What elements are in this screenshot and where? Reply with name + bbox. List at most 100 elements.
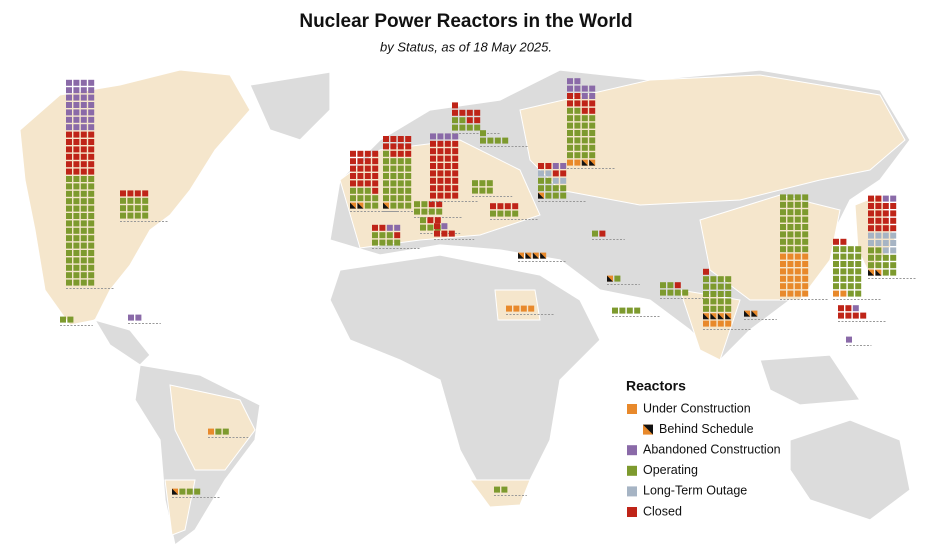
waffle-square bbox=[875, 254, 882, 261]
waffle-square bbox=[725, 298, 732, 305]
waffle-square bbox=[802, 261, 809, 267]
country-waffle bbox=[607, 275, 640, 285]
country-waffle bbox=[612, 307, 660, 317]
waffle-square bbox=[490, 210, 496, 217]
waffle-square bbox=[437, 148, 444, 155]
country-waffle bbox=[538, 163, 586, 202]
waffle-square bbox=[394, 239, 401, 246]
waffle-square bbox=[545, 177, 552, 184]
waffle-square bbox=[66, 79, 72, 86]
waffle-square bbox=[390, 173, 397, 179]
waffle-square bbox=[394, 232, 401, 239]
waffle-square bbox=[397, 173, 404, 179]
waffle-square bbox=[890, 210, 897, 217]
waffle-square bbox=[780, 216, 786, 223]
waffle-square bbox=[574, 122, 581, 129]
waffle-square bbox=[441, 230, 448, 237]
waffle-square bbox=[390, 143, 397, 150]
waffle-square bbox=[73, 227, 80, 234]
waffle-square bbox=[855, 246, 862, 253]
country-waffle bbox=[128, 314, 161, 324]
waffle-square bbox=[882, 210, 889, 217]
waffle-square bbox=[444, 163, 451, 169]
waffle-square bbox=[589, 144, 596, 151]
waffle-square bbox=[840, 290, 847, 297]
waffle-square bbox=[512, 210, 519, 217]
waffle-square bbox=[66, 220, 72, 227]
waffle-square bbox=[73, 168, 80, 175]
waffle-square bbox=[80, 161, 87, 168]
legend-label: Closed bbox=[643, 504, 682, 518]
waffle-square bbox=[73, 176, 80, 182]
waffle-square bbox=[875, 232, 882, 239]
legend-swatch bbox=[643, 424, 653, 435]
waffle-square bbox=[88, 116, 95, 123]
waffle-square bbox=[581, 152, 588, 159]
waffle-square bbox=[494, 486, 500, 493]
waffle-square bbox=[574, 115, 581, 122]
waffle-square bbox=[80, 79, 87, 86]
waffle-square bbox=[66, 183, 72, 190]
waffle-square bbox=[660, 282, 666, 289]
waffle-square bbox=[88, 109, 95, 116]
waffle-square bbox=[845, 312, 852, 319]
waffle-square bbox=[802, 253, 809, 260]
waffle-square bbox=[780, 261, 786, 267]
waffle-square bbox=[890, 225, 897, 232]
waffle-square bbox=[710, 283, 717, 290]
waffle-square bbox=[66, 250, 72, 256]
waffle-square bbox=[88, 272, 95, 279]
waffle-square bbox=[350, 173, 356, 179]
waffle-square bbox=[66, 279, 72, 286]
waffle-square bbox=[452, 117, 458, 124]
waffle-square bbox=[437, 170, 444, 177]
legend-label: Under Construction bbox=[643, 401, 751, 415]
waffle-square bbox=[847, 261, 854, 267]
waffle-square bbox=[437, 185, 444, 192]
country-waffle bbox=[592, 230, 625, 240]
waffle-square bbox=[840, 275, 847, 282]
waffle-square bbox=[405, 150, 412, 157]
waffle-square bbox=[787, 209, 794, 216]
waffle-square bbox=[120, 197, 126, 204]
waffle-square bbox=[802, 283, 809, 290]
waffle-square bbox=[802, 290, 809, 297]
waffle-square bbox=[619, 307, 626, 314]
waffle-square bbox=[372, 165, 379, 172]
waffle-square bbox=[794, 216, 801, 223]
waffle-square bbox=[444, 140, 451, 147]
waffle-square bbox=[725, 305, 732, 312]
waffle-square bbox=[73, 183, 80, 190]
waffle-square bbox=[88, 227, 95, 234]
waffle-square bbox=[88, 264, 95, 271]
waffle-square bbox=[372, 150, 379, 157]
waffle-square bbox=[120, 190, 126, 197]
waffle-square bbox=[372, 202, 379, 209]
waffle-square bbox=[383, 143, 389, 150]
waffle-square bbox=[581, 144, 588, 151]
waffle-square bbox=[890, 232, 897, 239]
waffle-square bbox=[581, 122, 588, 129]
waffle-square bbox=[73, 146, 80, 153]
waffle-square bbox=[66, 235, 72, 242]
waffle-square bbox=[357, 180, 364, 187]
waffle-square bbox=[725, 276, 732, 283]
waffle-square bbox=[855, 261, 862, 267]
waffle-square bbox=[134, 212, 141, 219]
waffle-square bbox=[430, 177, 436, 184]
waffle-square bbox=[852, 305, 859, 312]
waffle-square bbox=[430, 170, 436, 177]
waffle-square bbox=[364, 187, 371, 194]
waffle-square bbox=[452, 177, 459, 184]
waffle-square bbox=[626, 307, 633, 314]
waffle-square bbox=[80, 242, 87, 249]
waffle-square bbox=[682, 289, 689, 296]
waffle-square bbox=[890, 203, 897, 209]
waffle-square bbox=[405, 187, 412, 194]
waffle-square bbox=[364, 195, 371, 202]
waffle-square bbox=[357, 195, 364, 202]
waffle-square bbox=[80, 279, 87, 286]
waffle-square bbox=[802, 246, 809, 253]
country-waffle bbox=[350, 150, 398, 212]
waffle-square bbox=[794, 283, 801, 290]
